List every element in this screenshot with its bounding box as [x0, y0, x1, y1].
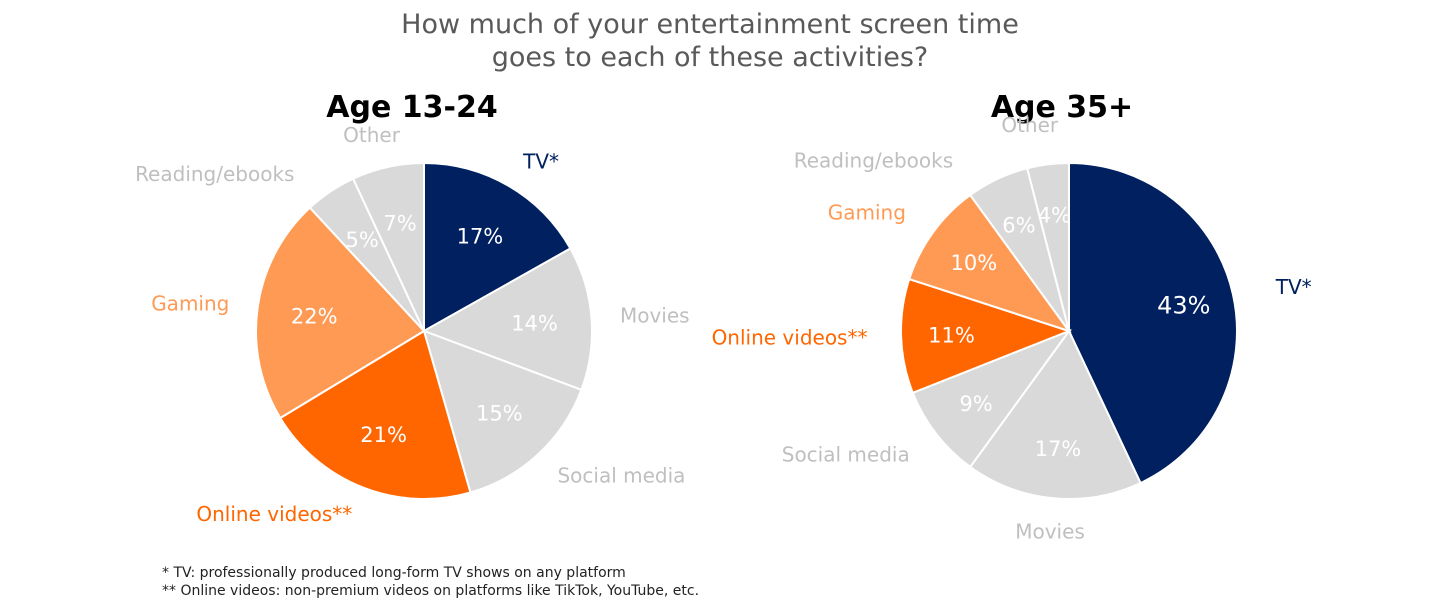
page-title-line-2: goes to each of these activities? [491, 42, 929, 73]
pie-value-label-other: 4% [1038, 203, 1071, 227]
pie-title-age-13-24: Age 13-24 [326, 90, 497, 125]
pie-value-label-movies: 17% [1035, 437, 1082, 461]
page-title-line-1: How much of your entertainment screen ti… [401, 9, 1019, 40]
pie-category-label-reading-ebooks: Reading/ebooks [794, 149, 953, 173]
pie-value-label-tv: 43% [1157, 291, 1210, 319]
footnote-online-videos: ** Online videos: non-premium videos on … [162, 583, 700, 599]
pie-value-label-social-media: 15% [476, 401, 523, 425]
pie-value-label-gaming: 10% [951, 251, 998, 275]
pie-category-label-online-videos: Online videos** [196, 502, 352, 526]
pie-category-label-tv: TV* [522, 149, 559, 173]
footnotes: * TV: professionally produced long-form … [162, 564, 699, 600]
pie-value-label-social-media: 9% [959, 392, 992, 416]
pie-value-label-tv: 17% [457, 224, 504, 248]
pie-slice-other [351, 161, 425, 332]
pie-value-label-reading-ebooks: 6% [1002, 214, 1035, 238]
pie-value-label-reading-ebooks: 5% [346, 228, 379, 252]
pie-slice-social-media [422, 329, 583, 494]
pie-value-label-online-videos: 21% [360, 423, 407, 447]
pie-value-label-other: 7% [383, 212, 416, 236]
pie-slice-movies [968, 329, 1142, 500]
pie-value-label-movies: 14% [511, 311, 558, 335]
pie-slice-gaming [255, 206, 426, 420]
footnote-tv: * TV: professionally produced long-form … [162, 565, 626, 581]
pie-charts: Age 13-24 17% TV* 14% Movies 15% Social media… [135, 90, 1312, 544]
pie-category-label-other: Other [343, 123, 401, 147]
pie-value-label-online-videos: 11% [928, 324, 975, 348]
pie-slices-age-13-24 [255, 161, 593, 500]
pie-title-age-35-plus: Age 35+ [991, 90, 1133, 125]
pie-slice-other [1026, 161, 1070, 332]
pie-slice-social-media [911, 328, 1072, 469]
pie-labels-age-13-24: 17% TV* 14% Movies 15% Social media 21% Online … [135, 123, 690, 526]
page-title: How much of your entertainment screen ti… [0, 8, 1420, 74]
pie-category-label-online-videos: Online videos** [712, 325, 868, 349]
pie-category-label-movies: Movies [1015, 520, 1085, 544]
pie-chart-age-13-24: Age 13-24 17% TV* 14% Movies 15% Social media… [135, 90, 690, 526]
pie-category-label-social-media: Social media [782, 443, 910, 467]
pie-slice-gaming [907, 193, 1072, 333]
pie-category-label-other: Other [1001, 113, 1059, 137]
pie-slices-age-35-plus [900, 161, 1238, 500]
pie-category-label-gaming: Gaming [151, 292, 229, 316]
pie-labels-age-35-plus: 43% TV* 17% Movies 9% Social media 11% Online v… [712, 113, 1312, 544]
pie-slice-tv [423, 161, 572, 333]
pie-slice-online-videos [278, 329, 472, 500]
pie-category-label-movies: Movies [620, 304, 690, 328]
pie-chart-age-35-plus: Age 35+ 43% TV* 17% Movies 9% Social media 11%… [712, 90, 1312, 544]
pie-value-label-gaming: 22% [291, 305, 338, 329]
pie-category-label-tv: TV* [1275, 275, 1312, 299]
pie-category-label-reading-ebooks: Reading/ebooks [135, 162, 294, 186]
pie-slice-tv [1068, 161, 1238, 485]
pie-category-label-gaming: Gaming [828, 201, 906, 225]
pie-slice-online-videos [900, 277, 1072, 395]
pie-category-label-social-media: Social media [557, 463, 685, 487]
pie-slice-movies [421, 247, 593, 392]
